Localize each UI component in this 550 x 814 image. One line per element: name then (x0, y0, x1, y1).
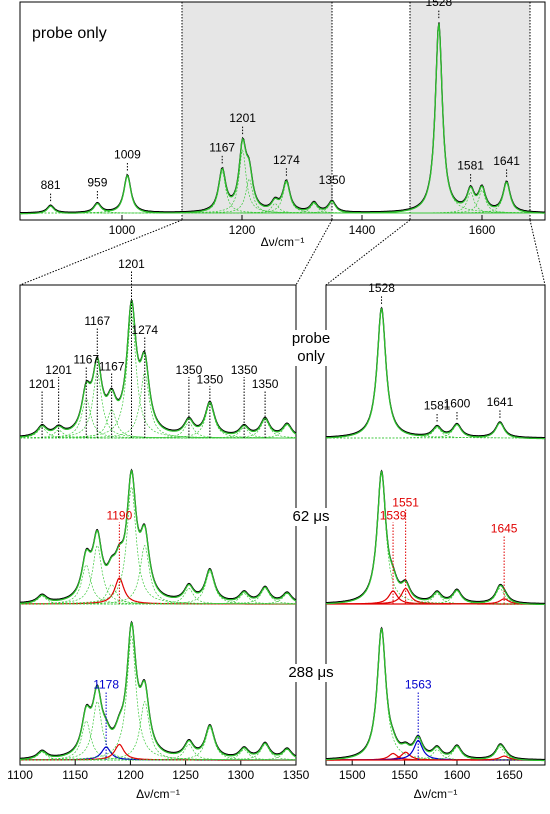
peak-label: 1551 (392, 496, 419, 510)
peak-label: 1201 (29, 377, 56, 391)
fit-band (20, 593, 297, 605)
peak-label: 1201 (118, 257, 145, 271)
fit (20, 621, 297, 761)
peak-label: 1167 (209, 140, 235, 154)
spectrum (326, 469, 545, 605)
peak-label: 1600 (444, 396, 471, 410)
x-tick-label: 1100 (7, 768, 33, 782)
peak-label: 881 (41, 178, 61, 192)
fit (326, 470, 545, 606)
x-axis-label: Δν/cm⁻¹ (261, 235, 305, 249)
fit (326, 307, 545, 440)
x-axis-label: Δν/cm⁻¹ (414, 787, 458, 801)
peak-label: 1190 (106, 509, 132, 523)
peak-label: 1274 (273, 153, 300, 167)
fit (19, 469, 297, 605)
peak-label: 1528 (425, 0, 452, 9)
peak-label: 1201 (229, 111, 256, 125)
component-band (20, 743, 296, 761)
peak-label: 1641 (487, 395, 514, 409)
x-tick-label: 1200 (229, 223, 256, 237)
peak-label: 1167 (73, 353, 99, 367)
fit-band (20, 749, 297, 761)
peak-label: 1167 (84, 314, 110, 328)
peak-label: 1350 (231, 363, 258, 377)
panel-label: probe only (32, 25, 107, 42)
fit-band (20, 744, 296, 761)
x-tick-label: 1000 (109, 223, 136, 237)
peak-label: 1539 (380, 509, 407, 523)
peak-label: 1350 (252, 377, 279, 391)
peak-label: 1645 (491, 522, 518, 536)
shaded-region (182, 2, 332, 220)
x-axis-label: Δν/cm⁻¹ (136, 787, 180, 801)
peak-label: 1350 (319, 173, 346, 187)
shaded-region (410, 2, 530, 220)
fit-band (20, 398, 296, 439)
fit-band (20, 182, 545, 214)
frame (19, 1, 546, 221)
x-tick-label: 1250 (172, 768, 199, 782)
peak-label: 1350 (197, 372, 224, 386)
x-tick-label: 1500 (339, 768, 366, 782)
fit (325, 627, 545, 762)
peak-label: 1201 (45, 363, 72, 377)
spectrum (19, 468, 297, 604)
peak-label: 1167 (99, 359, 125, 373)
fit-band (326, 422, 545, 439)
row-label: 62 μs (283, 508, 339, 526)
fit-band (20, 700, 296, 761)
spectrum (326, 306, 545, 439)
zoom-connector (19, 219, 183, 286)
x-tick-label: 1400 (349, 223, 376, 237)
peak-label: 959 (87, 176, 107, 190)
peak-label: 1641 (493, 154, 520, 168)
fit-band (20, 313, 296, 439)
peak-label: 1178 (93, 678, 119, 692)
fit-band (325, 307, 545, 439)
peak-label: 1581 (457, 159, 484, 173)
fit-band (325, 473, 545, 605)
peak-label: 1563 (405, 678, 432, 692)
fit-band (20, 744, 296, 761)
peak-label: 1528 (368, 281, 395, 295)
peak-label: 1274 (131, 323, 158, 337)
fit-band (20, 635, 296, 761)
fit-band (20, 486, 296, 605)
x-tick-label: 1150 (62, 768, 88, 782)
x-tick-label: 1600 (444, 768, 471, 782)
peak-label: 1350 (176, 363, 203, 377)
component-band (326, 755, 545, 761)
peak-label: 1581 (424, 399, 451, 413)
fit (20, 23, 545, 215)
frame (19, 284, 297, 766)
row-label: 288 μs (283, 664, 339, 682)
fit-band (20, 424, 297, 439)
spectrum (20, 620, 297, 760)
fit (20, 299, 297, 438)
x-tick-label: 1600 (469, 223, 496, 237)
peak-label: 1009 (114, 148, 141, 162)
row-label: probe only (289, 330, 333, 366)
component-band (326, 598, 545, 605)
x-tick-label: 1550 (391, 768, 418, 782)
spectrum (325, 626, 545, 761)
x-tick-label: 1200 (117, 768, 144, 782)
fit-band (20, 588, 296, 605)
x-tick-label: 1300 (227, 768, 254, 782)
fit-band (325, 629, 545, 761)
x-tick-label: 1650 (496, 768, 523, 782)
fit-band (20, 588, 296, 605)
zoom-connector (529, 219, 546, 286)
zoom-connector (295, 219, 333, 286)
fit-band (20, 544, 296, 605)
x-tick-label: 1350 (283, 768, 310, 782)
